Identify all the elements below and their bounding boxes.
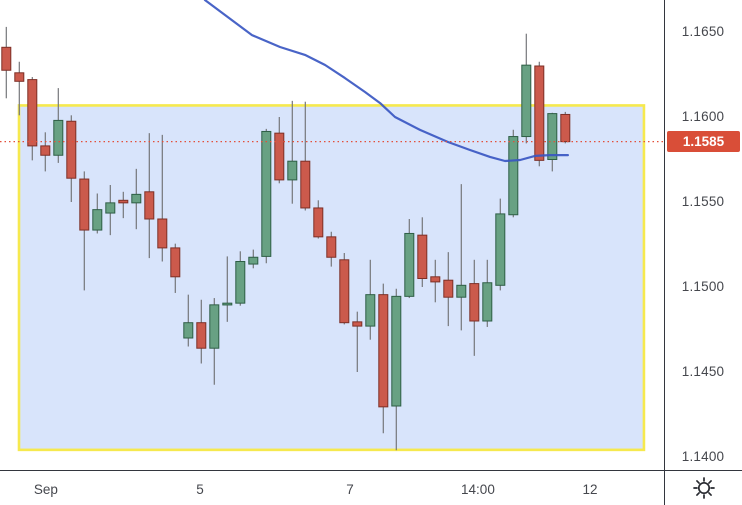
candles bbox=[1, 26, 571, 451]
candle-up bbox=[404, 232, 415, 297]
price-scale-label: 1.1600 bbox=[681, 109, 725, 124]
candle-up bbox=[482, 282, 493, 322]
price-scale-corner bbox=[666, 470, 742, 505]
time-scale-label: 5 bbox=[196, 482, 204, 497]
candle-up bbox=[391, 295, 402, 407]
candle-up bbox=[547, 113, 558, 160]
price-scale-label: 1.1500 bbox=[681, 279, 725, 294]
candle-down bbox=[144, 191, 155, 220]
candle-up bbox=[92, 209, 103, 231]
candle-up bbox=[105, 202, 116, 214]
candle-up bbox=[495, 213, 506, 286]
candle-down bbox=[66, 120, 77, 179]
candle-down bbox=[326, 236, 337, 258]
candle-up bbox=[222, 302, 233, 306]
candle-down bbox=[417, 234, 428, 279]
candle-up bbox=[287, 160, 298, 181]
candle-down bbox=[157, 218, 168, 249]
price-scale-label: 1.1450 bbox=[681, 364, 725, 379]
candle-up bbox=[521, 64, 532, 138]
candle-down bbox=[196, 322, 207, 349]
candle-up bbox=[365, 294, 376, 327]
candle-up bbox=[235, 261, 246, 304]
price-scale-label: 1.1650 bbox=[681, 24, 725, 39]
candle-down bbox=[79, 178, 90, 231]
candle-down bbox=[14, 72, 25, 82]
candle-down bbox=[170, 247, 181, 278]
candle-down bbox=[40, 145, 51, 156]
candle-down bbox=[118, 199, 129, 204]
price-scale-label: 1.1400 bbox=[681, 449, 725, 464]
candle-up bbox=[53, 119, 64, 156]
candle-down bbox=[560, 113, 571, 143]
candle-down bbox=[430, 276, 441, 283]
time-scale-label: 7 bbox=[346, 482, 354, 497]
candle-down bbox=[300, 160, 311, 209]
candle-up bbox=[261, 130, 272, 257]
candle-down bbox=[378, 294, 389, 408]
candle-down bbox=[313, 207, 324, 238]
time-scale-label: 14:00 bbox=[461, 482, 495, 497]
price-scale[interactable]: 1.1650 1.1600 1.1550 1.1500 1.1450 1.1400 bbox=[666, 0, 742, 470]
candle-down bbox=[534, 65, 545, 161]
candle-up bbox=[131, 193, 142, 204]
candle-up bbox=[183, 322, 194, 339]
price-scale-label: 1.1550 bbox=[681, 194, 725, 209]
sun-icon[interactable] bbox=[691, 475, 717, 501]
time-scale-label: 12 bbox=[582, 482, 598, 497]
candle-down bbox=[27, 79, 38, 147]
ma-line[interactable] bbox=[203, 0, 570, 163]
candle-down bbox=[1, 46, 12, 71]
candle-down bbox=[352, 321, 363, 327]
candle-down bbox=[274, 132, 285, 181]
candle-down bbox=[443, 279, 454, 298]
candle-up bbox=[248, 256, 259, 265]
candle-down bbox=[469, 283, 480, 322]
last-price-badge: 1.1585 bbox=[667, 131, 740, 153]
candle-up bbox=[508, 136, 519, 216]
candle-up bbox=[209, 304, 220, 349]
time-scale-label: Sep bbox=[33, 482, 58, 497]
time-scale[interactable]: Sep 5 7 14:00 12 bbox=[0, 470, 666, 505]
candle-up bbox=[456, 284, 467, 298]
candle-down bbox=[339, 259, 350, 324]
